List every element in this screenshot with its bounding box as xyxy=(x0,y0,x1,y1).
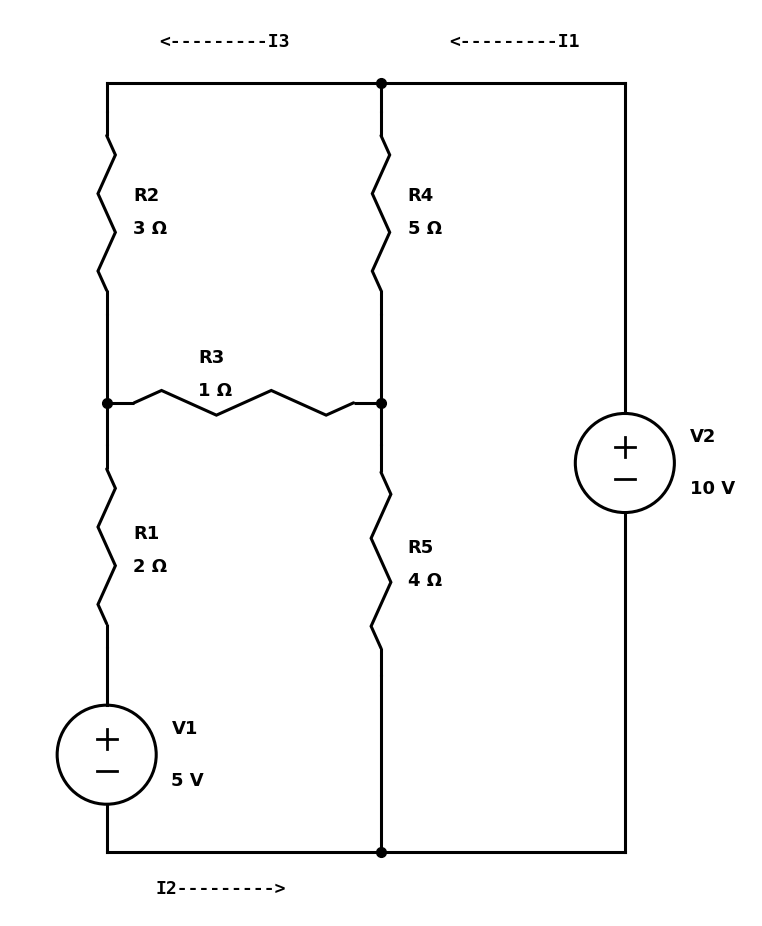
Text: R3: R3 xyxy=(198,349,224,368)
Text: <---------I1: <---------I1 xyxy=(449,32,580,51)
Text: R4: R4 xyxy=(408,187,434,206)
Text: R2: R2 xyxy=(133,187,159,206)
Text: 5 Ω: 5 Ω xyxy=(408,219,442,238)
Text: 1 Ω: 1 Ω xyxy=(198,382,232,400)
Text: 3 Ω: 3 Ω xyxy=(133,219,168,238)
Text: 4 Ω: 4 Ω xyxy=(408,571,442,590)
Text: <---------I3: <---------I3 xyxy=(159,32,290,51)
Text: 10 V: 10 V xyxy=(690,480,735,498)
Text: R5: R5 xyxy=(408,539,434,557)
Text: I2--------->: I2---------> xyxy=(155,880,287,898)
Text: V1: V1 xyxy=(171,720,198,738)
Text: V2: V2 xyxy=(690,428,716,446)
Text: 2 Ω: 2 Ω xyxy=(133,557,168,576)
Text: R1: R1 xyxy=(133,525,159,544)
Text: 5 V: 5 V xyxy=(171,771,204,790)
